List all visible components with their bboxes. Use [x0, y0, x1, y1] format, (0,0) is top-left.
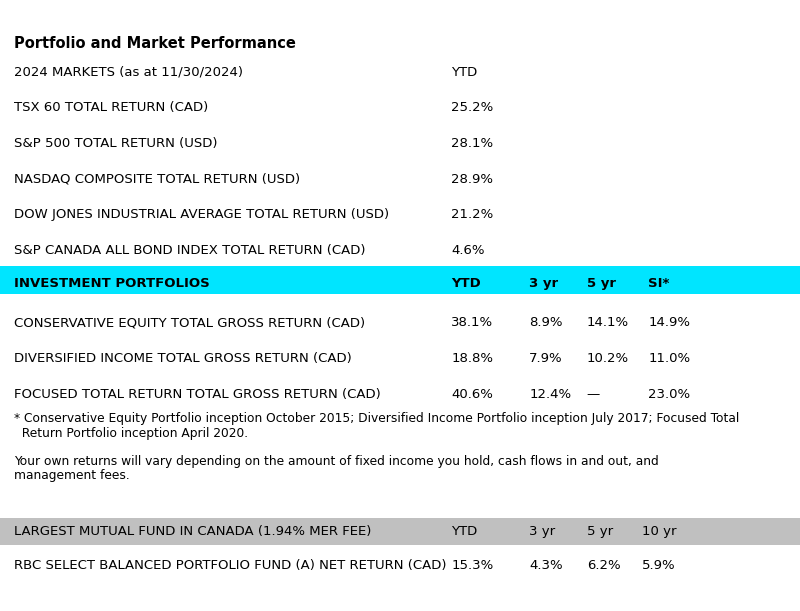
Text: 3 yr: 3 yr [530, 525, 555, 538]
Text: 11.0%: 11.0% [648, 352, 690, 365]
Text: 4.3%: 4.3% [530, 558, 563, 572]
Text: 25.2%: 25.2% [451, 101, 494, 114]
Text: S&P 500 TOTAL RETURN (USD): S&P 500 TOTAL RETURN (USD) [14, 137, 218, 150]
Text: Portfolio and Market Performance: Portfolio and Market Performance [14, 36, 296, 51]
Text: CONSERVATIVE EQUITY TOTAL GROSS RETURN (CAD): CONSERVATIVE EQUITY TOTAL GROSS RETURN (… [14, 316, 366, 329]
Text: management fees.: management fees. [14, 469, 130, 483]
Text: 14.1%: 14.1% [586, 316, 629, 329]
Text: LARGEST MUTUAL FUND IN CANADA (1.94% MER FEE): LARGEST MUTUAL FUND IN CANADA (1.94% MER… [14, 525, 372, 538]
Text: * Conservative Equity Portfolio inception October 2015; Diversified Income Portf: * Conservative Equity Portfolio inceptio… [14, 412, 740, 425]
Text: 7.9%: 7.9% [530, 352, 563, 365]
Text: 4.6%: 4.6% [451, 244, 485, 257]
Text: Return Portfolio inception April 2020.: Return Portfolio inception April 2020. [14, 426, 249, 440]
Text: 38.1%: 38.1% [451, 316, 494, 329]
Text: 23.0%: 23.0% [648, 387, 690, 401]
Text: 5.9%: 5.9% [642, 558, 676, 572]
Bar [0, 518, 800, 545]
Text: 28.1%: 28.1% [451, 137, 494, 150]
Text: 40.6%: 40.6% [451, 387, 493, 401]
Text: TSX 60 TOTAL RETURN (CAD): TSX 60 TOTAL RETURN (CAD) [14, 101, 209, 114]
Text: 3 yr: 3 yr [530, 277, 558, 290]
Text: 2024 MARKETS (as at 11/30/2024): 2024 MARKETS (as at 11/30/2024) [14, 66, 243, 79]
Text: 12.4%: 12.4% [530, 387, 571, 401]
Text: DOW JONES INDUSTRIAL AVERAGE TOTAL RETURN (USD): DOW JONES INDUSTRIAL AVERAGE TOTAL RETUR… [14, 208, 390, 221]
Text: DIVERSIFIED INCOME TOTAL GROSS RETURN (CAD): DIVERSIFIED INCOME TOTAL GROSS RETURN (C… [14, 352, 352, 365]
Text: 5 yr: 5 yr [586, 277, 616, 290]
Text: FOCUSED TOTAL RETURN TOTAL GROSS RETURN (CAD): FOCUSED TOTAL RETURN TOTAL GROSS RETURN … [14, 387, 381, 401]
Bar [0, 266, 800, 295]
Text: INVESTMENT PORTFOLIOS: INVESTMENT PORTFOLIOS [14, 277, 210, 290]
Text: 18.8%: 18.8% [451, 352, 494, 365]
Text: 28.9%: 28.9% [451, 173, 494, 186]
Text: Your own returns will vary depending on the amount of fixed income you hold, cas: Your own returns will vary depending on … [14, 455, 659, 468]
Text: 5 yr: 5 yr [586, 525, 613, 538]
Text: 6.2%: 6.2% [586, 558, 620, 572]
Text: YTD: YTD [451, 525, 478, 538]
Text: 14.9%: 14.9% [648, 316, 690, 329]
Text: 8.9%: 8.9% [530, 316, 562, 329]
Text: 15.3%: 15.3% [451, 558, 494, 572]
Text: S&P CANADA ALL BOND INDEX TOTAL RETURN (CAD): S&P CANADA ALL BOND INDEX TOTAL RETURN (… [14, 244, 366, 257]
Text: SI*: SI* [648, 277, 670, 290]
Text: RBC SELECT BALANCED PORTFOLIO FUND (A) NET RETURN (CAD): RBC SELECT BALANCED PORTFOLIO FUND (A) N… [14, 558, 447, 572]
Text: YTD: YTD [451, 277, 481, 290]
Text: —: — [586, 387, 600, 401]
Text: 10.2%: 10.2% [586, 352, 629, 365]
Text: YTD: YTD [451, 66, 478, 79]
Text: NASDAQ COMPOSITE TOTAL RETURN (USD): NASDAQ COMPOSITE TOTAL RETURN (USD) [14, 173, 301, 186]
Text: 21.2%: 21.2% [451, 208, 494, 221]
Text: 10 yr: 10 yr [642, 525, 677, 538]
